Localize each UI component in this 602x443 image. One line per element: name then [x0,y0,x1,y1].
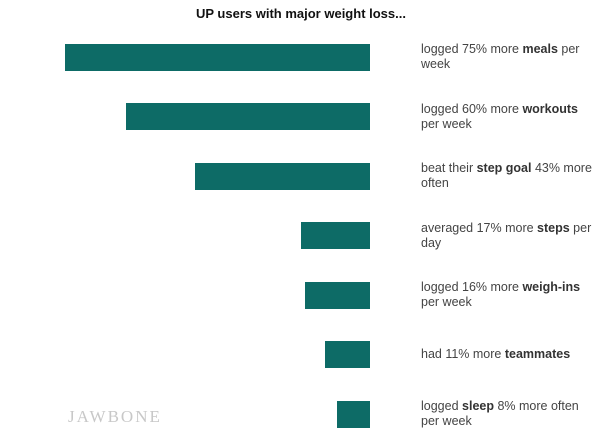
label-text: had 11% more [421,347,505,361]
category-label: had 11% more teammates [421,347,599,362]
label-text: per day [421,220,592,250]
label-emphasis: step goal [476,161,532,175]
label-emphasis: weigh-ins [522,280,581,294]
chart-title: UP users with major weight loss... [196,6,406,21]
bar [337,400,370,428]
label-text: logged 16% more [421,280,523,294]
label-emphasis: sleep [462,399,494,413]
category-label: logged 16% more weigh-ins per week [421,280,599,310]
category-label: averaged 17% more steps per day [421,221,599,251]
category-label: logged sleep 8% more often per week [421,399,599,429]
bar [195,162,370,190]
bar [304,281,370,309]
label-text: beat their [421,161,477,175]
label-text: 43% more often [421,161,592,190]
label-text: logged [421,399,463,413]
bar [300,222,370,249]
watermark: JAWBONE [68,407,162,426]
label-text: per week [421,295,472,309]
bar [126,103,370,130]
label-text: averaged 17% more [421,220,538,235]
label-emphasis: workouts [522,101,579,116]
label-text: logged 60% more [421,101,523,116]
label-text: 8% more often per week [421,399,579,428]
bar [325,341,370,368]
label-emphasis: steps [537,220,570,235]
label-emphasis: meals [522,42,558,56]
category-label: beat their step goal 43% more often [421,161,599,191]
label-text: per week [421,116,472,131]
label-text: per week [421,42,580,71]
label-emphasis: teammates [504,347,571,361]
category-label: logged 60% more workouts per week [421,102,599,132]
label-text: logged 75% more [421,42,523,56]
category-label: logged 75% more meals per week [421,42,599,72]
bar [65,43,370,71]
